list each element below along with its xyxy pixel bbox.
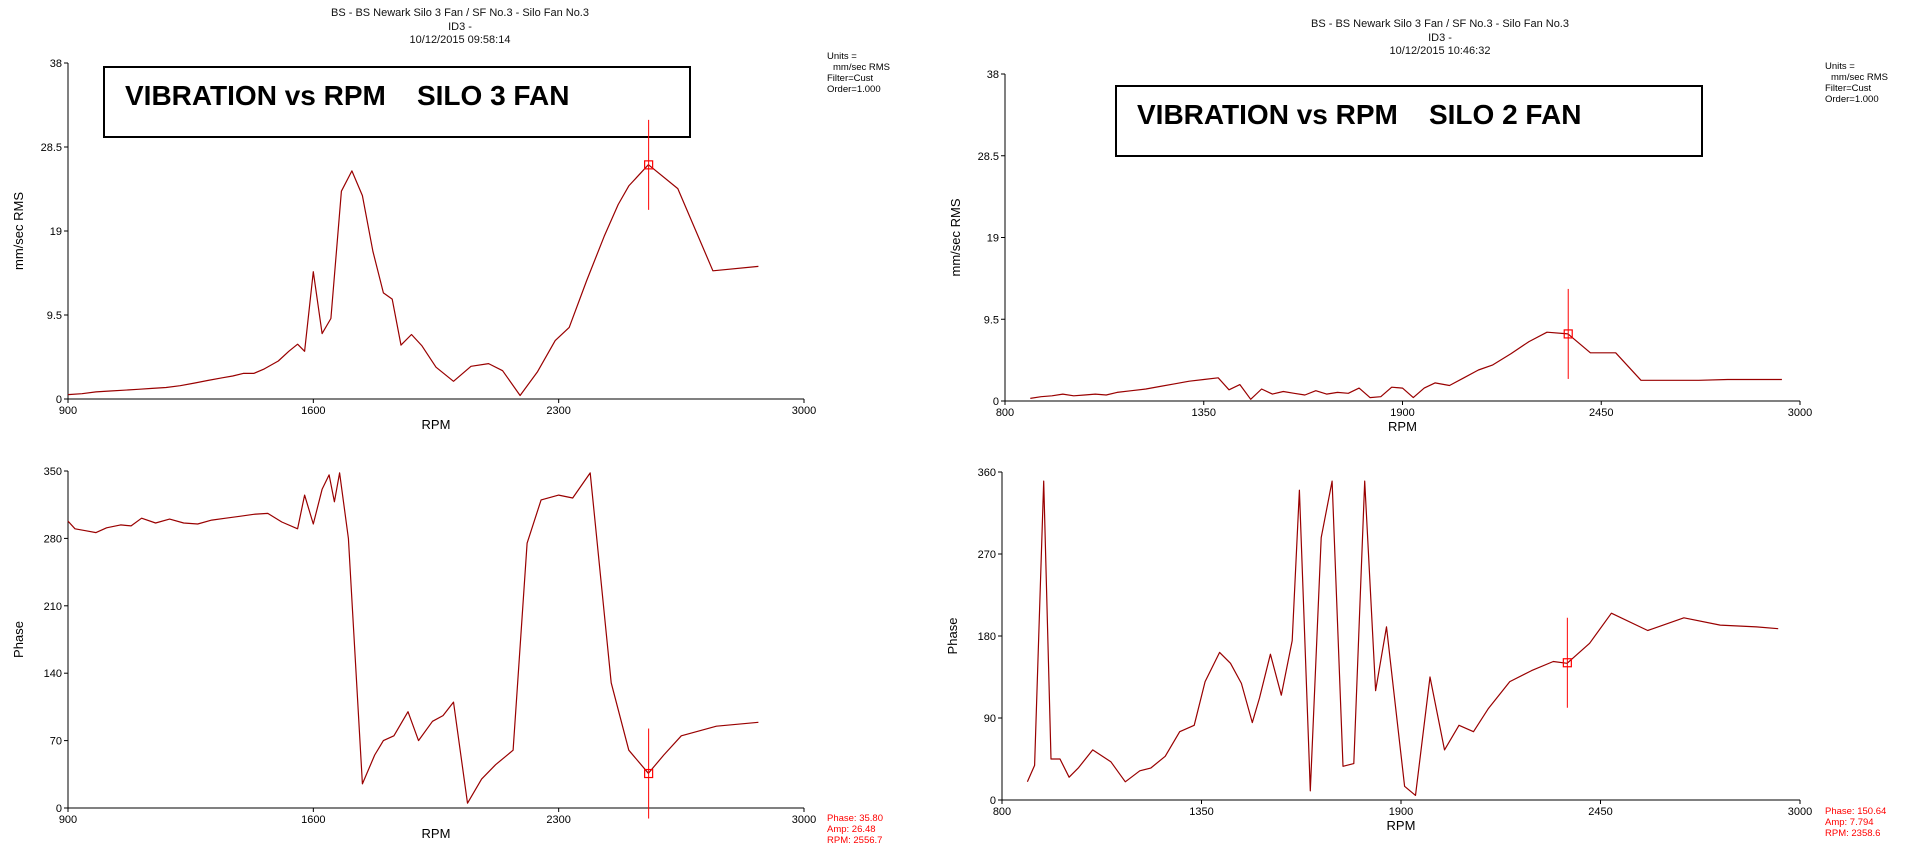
x-tick-label: 1900 [1389, 806, 1413, 818]
y-tick-label: 0 [993, 396, 999, 408]
cursor-marker [644, 768, 654, 779]
x-tick-label: 2450 [1588, 806, 1612, 818]
left-cursor-readout: Phase: 35.80 Amp: 26.48 RPM: 2556.7 [827, 813, 883, 846]
left-banner: VIBRATION vs RPM SILO 3 FAN [103, 66, 691, 138]
series-line [1026, 480, 1779, 797]
right-cursor-readout: Phase: 150.64 Amp: 7.794 RPM: 2358.6 [1825, 806, 1886, 839]
x-tick-label: 3000 [1788, 806, 1812, 818]
y-tick-label: 90 [984, 713, 996, 725]
x-tick-label: 1350 [1192, 407, 1216, 419]
y-tick-label: 28.5 [978, 151, 999, 163]
y-tick-label: 19 [50, 226, 62, 238]
y-tick-label: 28.5 [41, 142, 62, 154]
x-axis-label: RPM [1388, 419, 1417, 434]
right-header-title: BS - BS Newark Silo 3 Fan / SF No.3 - Si… [1311, 18, 1569, 30]
y-tick-label: 9.5 [984, 314, 999, 326]
y-tick-label: 38 [50, 58, 62, 70]
right-banner: VIBRATION vs RPM SILO 2 FAN [1115, 85, 1703, 157]
left-banner-text: VIBRATION vs RPM SILO 3 FAN [125, 80, 570, 111]
right-readout-amp: Amp: 7.794 [1825, 817, 1874, 828]
x-tick-label: 900 [59, 814, 77, 826]
right-units-value: mm/sec RMS [1831, 72, 1888, 83]
x-axis-label: RPM [422, 417, 451, 432]
y-tick-label: 180 [978, 631, 996, 643]
y-axis-label: Phase [945, 618, 960, 655]
right-units-box: Units = mm/sec RMS Filter=Cust Order=1.0… [1825, 61, 1888, 105]
y-tick-label: 360 [978, 467, 996, 479]
y-tick-label: 0 [56, 803, 62, 815]
right-chart-header: BS - BS Newark Silo 3 Fan / SF No.3 - Si… [1200, 18, 1680, 59]
left-header-timestamp: 10/12/2015 09:58:14 [409, 34, 511, 46]
right-order: Order=1.000 [1825, 94, 1879, 105]
right-readout-rpm: RPM: 2358.6 [1825, 828, 1881, 839]
left-chart-header: BS - BS Newark Silo 3 Fan / SF No.3 - Si… [220, 7, 700, 48]
y-tick-label: 19 [987, 233, 999, 245]
y-tick-label: 210 [44, 601, 62, 613]
y-tick-label: 280 [44, 533, 62, 545]
x-tick-label: 800 [996, 407, 1014, 419]
right-header-id: ID3 - [1428, 31, 1452, 44]
left-readout-phase: Phase: 35.80 [827, 813, 883, 824]
y-tick-label: 140 [44, 668, 62, 680]
left-readout-rpm: RPM: 2556.7 [827, 835, 883, 846]
x-tick-label: 1900 [1390, 407, 1414, 419]
left-readout-amp: Amp: 26.48 [827, 824, 876, 835]
left-filter: Filter=Cust [827, 73, 874, 84]
x-tick-label: 800 [993, 806, 1011, 818]
cursor-marker [644, 160, 654, 170]
series-line [67, 164, 759, 397]
y-axis-label: Phase [11, 621, 26, 658]
x-tick-label: 900 [59, 405, 77, 417]
left-header-title: BS - BS Newark Silo 3 Fan / SF No.3 - Si… [331, 7, 589, 19]
right-filter: Filter=Cust [1825, 83, 1872, 94]
y-tick-label: 0 [990, 795, 996, 807]
y-tick-label: 70 [50, 736, 62, 748]
x-tick-label: 1350 [1189, 806, 1213, 818]
x-axis-label: RPM [1387, 818, 1416, 833]
x-tick-label: 3000 [792, 814, 816, 826]
x-tick-label: 2300 [546, 405, 570, 417]
y-tick-label: 38 [987, 69, 999, 81]
y-tick-label: 350 [44, 466, 62, 478]
x-tick-label: 2450 [1589, 407, 1613, 419]
cursor-marker [1562, 658, 1572, 668]
y-tick-label: 0 [56, 394, 62, 406]
x-tick-label: 3000 [1788, 407, 1812, 419]
left-units-label: Units = [827, 51, 857, 62]
y-axis-label: mm/sec RMS [11, 192, 26, 270]
y-tick-label: 9.5 [47, 310, 62, 322]
left-units-value: mm/sec RMS [833, 62, 890, 73]
right-banner-text: VIBRATION vs RPM SILO 2 FAN [1137, 99, 1582, 130]
right-readout-phase: Phase: 150.64 [1825, 806, 1887, 817]
x-tick-label: 1600 [301, 814, 325, 826]
series-line [67, 472, 759, 804]
left-order: Order=1.000 [827, 84, 881, 95]
left-units-box: Units = mm/sec RMS Filter=Cust Order=1.0… [827, 51, 890, 95]
right-header-timestamp: 10/12/2015 10:46:32 [1389, 45, 1491, 57]
x-tick-label: 2300 [546, 814, 570, 826]
y-axis-label: mm/sec RMS [948, 198, 963, 276]
x-tick-label: 1600 [301, 405, 325, 417]
x-axis-label: RPM [422, 826, 451, 841]
cursor-marker [1563, 329, 1573, 339]
left-header-id: ID3 - [448, 20, 472, 33]
series-line [1030, 331, 1782, 400]
y-tick-label: 270 [978, 549, 996, 561]
x-tick-label: 3000 [792, 405, 816, 417]
right-units-label: Units = [1825, 61, 1855, 72]
